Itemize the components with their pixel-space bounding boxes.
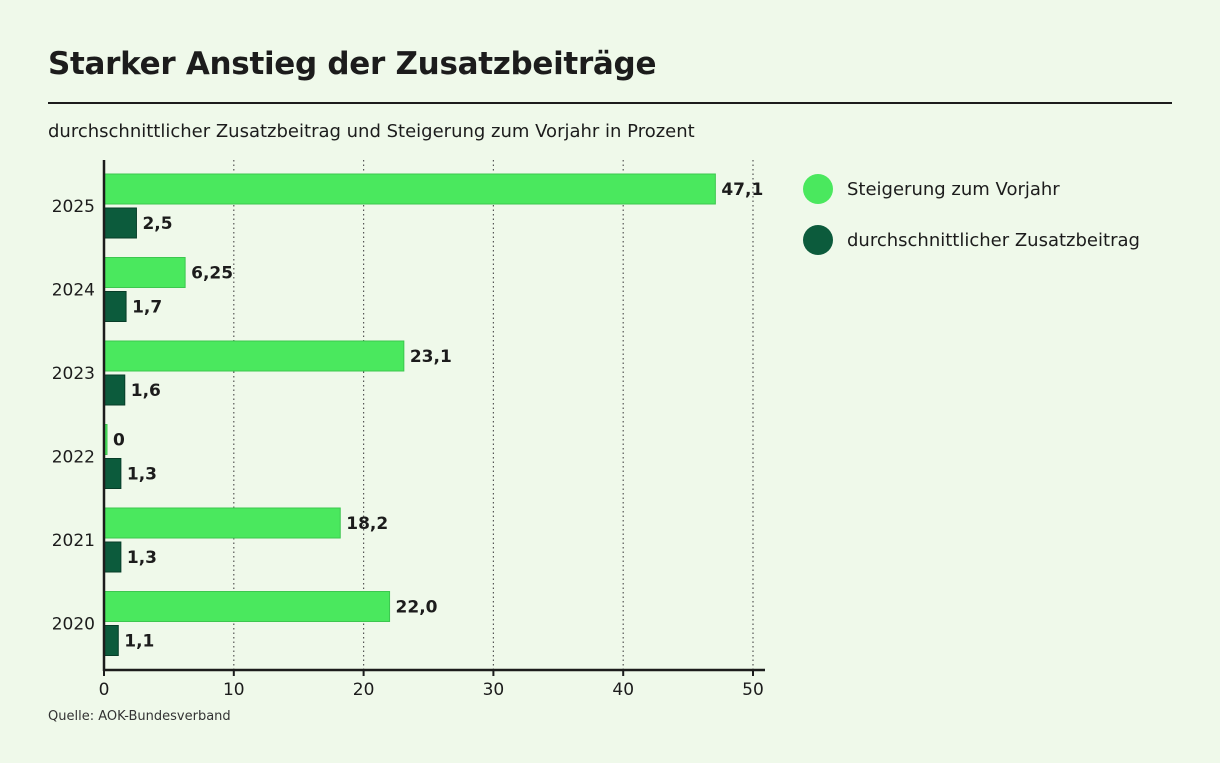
- category-label: 2020: [52, 615, 95, 635]
- bar: [103, 291, 127, 322]
- x-tick-label: 10: [223, 680, 245, 700]
- data-label: 2,5: [142, 214, 172, 234]
- data-label: 6,25: [191, 264, 233, 284]
- bar: [103, 507, 341, 539]
- data-label: 1,7: [132, 298, 162, 318]
- category-label: 2021: [52, 531, 95, 551]
- bar: [103, 173, 716, 205]
- data-label: 23,1: [410, 347, 452, 367]
- chart-title: Starker Anstieg der Zusatzbeiträge: [48, 46, 657, 82]
- chart-legend: Steigerung zum Vorjahr durchschnittliche…: [803, 174, 1140, 276]
- bar: [103, 257, 186, 288]
- legend-label-average: durchschnittlicher Zusatzbeitrag: [847, 229, 1140, 251]
- legend-swatch-average: [803, 225, 833, 255]
- x-tick-label: 30: [483, 680, 505, 700]
- bar: [103, 625, 119, 656]
- data-label: 22,0: [396, 598, 438, 618]
- x-tick-label: 20: [353, 680, 375, 700]
- category-label: 2023: [52, 364, 95, 384]
- legend-item-increase: Steigerung zum Vorjahr: [803, 174, 1140, 204]
- category-label: 2025: [52, 197, 95, 217]
- title-divider: [48, 102, 1172, 104]
- data-label: 1,3: [127, 465, 157, 485]
- data-label: 1,1: [124, 632, 154, 652]
- x-tick-label: 40: [612, 680, 634, 700]
- x-tick-label: 0: [99, 680, 110, 700]
- legend-label-increase: Steigerung zum Vorjahr: [847, 178, 1060, 200]
- bar: [103, 541, 122, 573]
- data-label: 1,6: [131, 381, 161, 401]
- category-label: 2022: [52, 448, 95, 468]
- category-label: 2024: [52, 281, 95, 301]
- bar: [103, 591, 391, 622]
- bar: [103, 340, 405, 372]
- data-label: 47,1: [721, 180, 763, 200]
- bar: [103, 458, 122, 489]
- legend-item-average: durchschnittlicher Zusatzbeitrag: [803, 225, 1140, 255]
- chart-subtitle: durchschnittlicher Zusatzbeitrag und Ste…: [48, 121, 695, 142]
- x-tick-label: 50: [742, 680, 764, 700]
- legend-swatch-increase: [803, 174, 833, 204]
- bar: [103, 207, 137, 239]
- bar: [103, 374, 126, 406]
- data-label: 18,2: [346, 514, 388, 534]
- source-note: Quelle: AOK-Bundesverband: [48, 709, 231, 724]
- data-label: 1,3: [127, 548, 157, 568]
- data-label: 0: [113, 431, 125, 451]
